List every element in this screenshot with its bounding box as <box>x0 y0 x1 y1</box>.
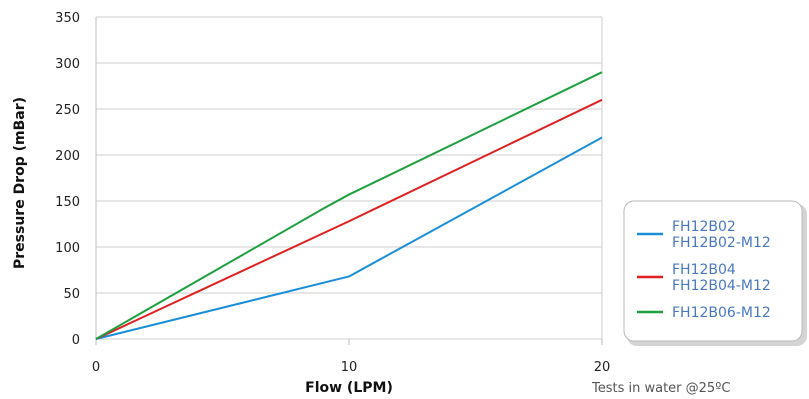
y-tick-label-200: 200 <box>55 149 80 164</box>
y-tick-label-150: 150 <box>55 195 80 210</box>
y-tick-label-350: 350 <box>55 11 80 26</box>
series-line-3 <box>95 71 603 340</box>
y-axis-ticks: 0 50 100 150 200 250 300 350 <box>55 11 80 348</box>
series-line-1 <box>95 136 603 340</box>
legend-label-2-2: FH12B04-M12 <box>672 278 771 294</box>
x-axis-title: Flow (LPM) <box>305 380 393 396</box>
y-axis-title: Pressure Drop (mBar) <box>12 97 28 269</box>
grid-lines <box>95 16 603 345</box>
legend-box <box>623 200 803 342</box>
x-tick-label-10: 10 <box>341 360 358 375</box>
series-lines <box>95 71 603 340</box>
x-tick-label-20: 20 <box>594 360 611 375</box>
legend-label-2-1: FH12B04 <box>672 262 736 278</box>
legend-label-1-2: FH12B02-M12 <box>672 235 771 251</box>
y-tick-label-0: 0 <box>72 333 80 348</box>
legend-label-3-1: FH12B06-M12 <box>672 305 771 321</box>
y-tick-label-250: 250 <box>55 103 80 118</box>
legend-label-1-1: FH12B02 <box>672 219 736 235</box>
series-line-2 <box>95 98 603 340</box>
legend-item-3: FH12B06-M12 <box>637 305 771 321</box>
y-tick-label-300: 300 <box>55 57 80 72</box>
x-tick-label-0: 0 <box>92 360 100 375</box>
x-axis-ticks: 0 10 20 <box>92 360 610 375</box>
legend: FH12B02FH12B02-M12FH12B04FH12B04-M12FH12… <box>623 200 807 346</box>
test-conditions-note: Tests in water @25ºC <box>591 381 730 396</box>
y-tick-label-100: 100 <box>55 241 80 256</box>
y-tick-label-50: 50 <box>63 287 80 302</box>
